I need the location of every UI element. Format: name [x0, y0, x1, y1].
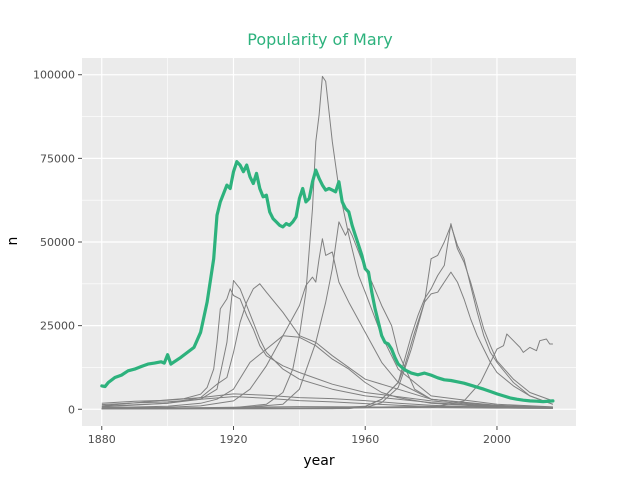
other-series-group — [101, 75, 554, 410]
other-series-line — [101, 288, 553, 409]
x-tick-label: 1920 — [219, 433, 247, 446]
x-axis-title: year — [303, 453, 334, 469]
other-series-line — [101, 224, 554, 410]
other-series-line — [101, 238, 553, 409]
other-series-line — [101, 335, 553, 409]
x-tick-label: 1880 — [88, 433, 116, 446]
y-tick-label: 75000 — [40, 152, 75, 165]
y-tick-label: 100000 — [33, 69, 75, 82]
major-gridlines — [82, 58, 576, 426]
y-tick-label: 25000 — [40, 320, 75, 333]
chart-title: Popularity of Mary — [247, 30, 392, 49]
x-axis: 1880 1920 1960 2000 — [88, 426, 511, 446]
y-tick-label: 0 — [68, 403, 75, 416]
other-series-line — [101, 280, 553, 409]
other-series-line — [101, 271, 554, 410]
other-series-line — [101, 221, 553, 410]
other-series-line — [101, 75, 553, 409]
highlight-series-line — [100, 160, 555, 404]
y-tick-label: 50000 — [40, 236, 75, 249]
x-tick-label: 1960 — [351, 433, 379, 446]
x-tick-label: 2000 — [483, 433, 511, 446]
other-series-line — [101, 406, 553, 409]
y-axis: 0 25000 50000 75000 100000 — [33, 69, 82, 416]
other-series-line — [101, 283, 553, 409]
other-series-line — [101, 333, 553, 410]
other-series-line — [101, 405, 553, 410]
highlight-series-group — [100, 160, 555, 404]
y-axis-title: n — [5, 237, 21, 246]
